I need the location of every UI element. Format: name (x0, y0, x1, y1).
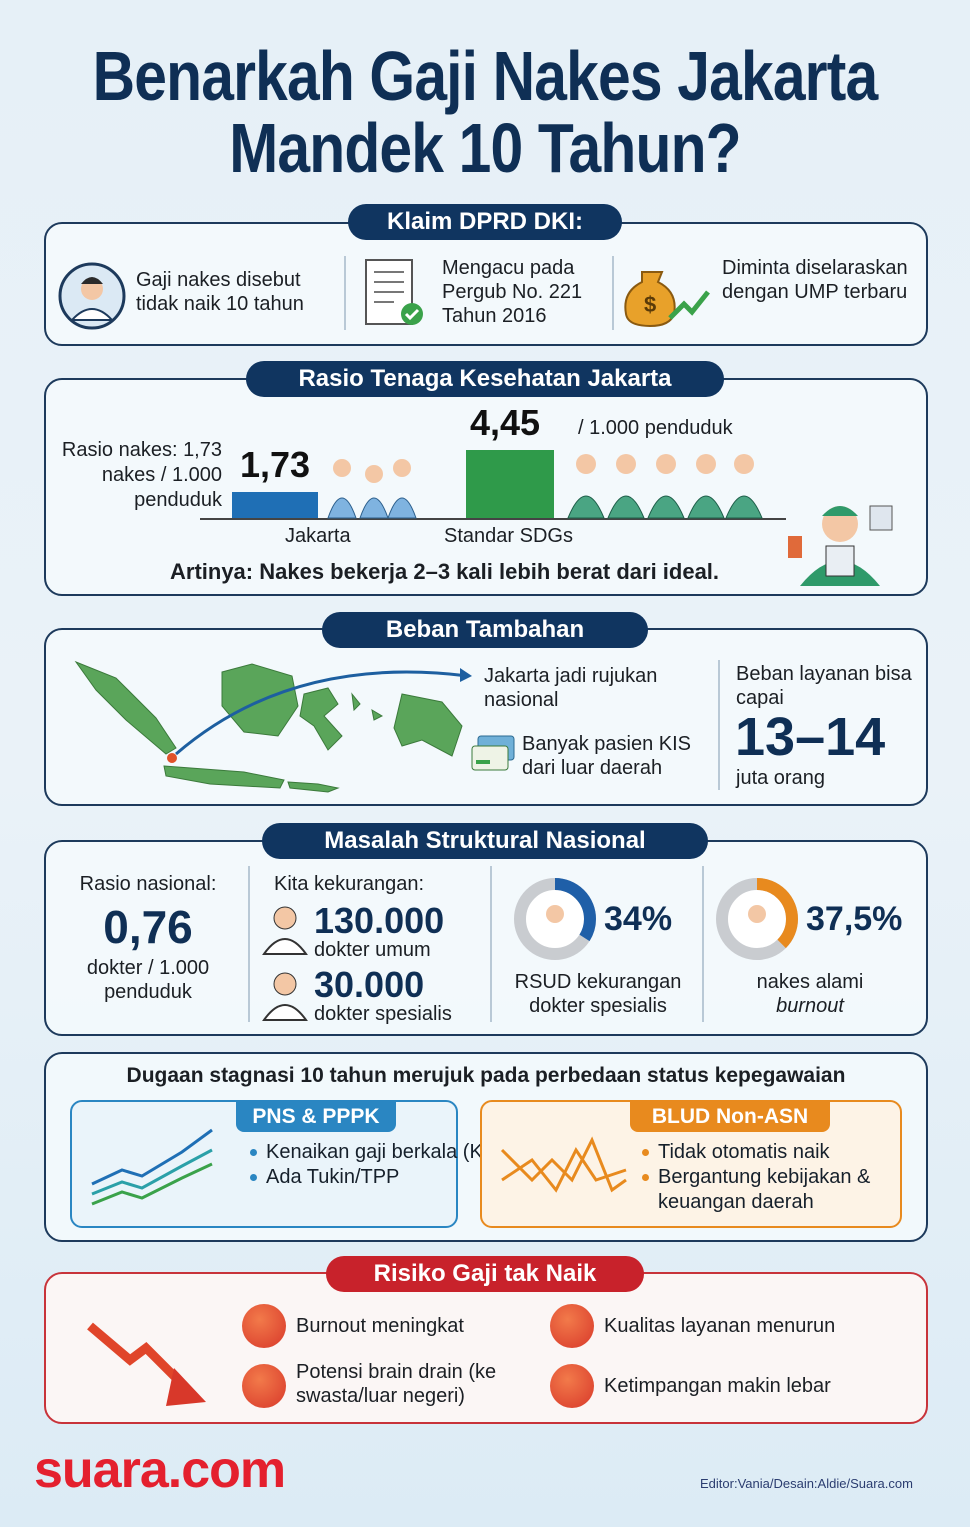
risiko-item-3: Potensi brain drain (ke swasta/luar nege… (296, 1361, 497, 1407)
svg-text:$: $ (644, 292, 656, 317)
suara-logo: suara.com (34, 1441, 286, 1499)
klaim-item-2: Mengacu pada Pergub No. 221 Tahun 2016 (442, 257, 583, 327)
beban-layanan-value: 13–14 (735, 707, 886, 767)
beban-layanan-label: Beban layanan bisa capai (736, 663, 912, 709)
rasio-unit: / 1.000 penduduk (578, 417, 733, 439)
bar-jakarta-value: 1,73 (240, 443, 311, 485)
pns-title: PNS & PPPK (236, 1102, 396, 1132)
overworked-nurse-icon (788, 505, 893, 586)
donut-burnout-value: 37,5% (806, 900, 903, 938)
rasio-nasional-unit: dokter / 1.000 penduduk (86, 957, 210, 1003)
donut-slice (514, 878, 596, 960)
bar-jakarta (232, 491, 318, 518)
document-check-icon (365, 259, 423, 325)
title-line-2: Mandek 10 Tahun? (229, 109, 741, 187)
nurses-group-icon (327, 459, 417, 519)
kekurangan-label: Kita kekurangan: (274, 873, 425, 895)
title-line-1: Benarkah Gaji Nakes Jakarta (92, 37, 879, 115)
status-heading: Dugaan stagnasi 10 tahun merujuk pada pe… (126, 1064, 846, 1087)
bar-sdgs-label: Standar SDGs (444, 525, 573, 547)
declining-arrow-icon (87, 1322, 206, 1406)
brain-drain-icon (242, 1364, 286, 1408)
masalah-header: Masalah Struktural Nasional (262, 823, 708, 859)
health-card-icon (471, 735, 515, 771)
risiko-item-2: Kualitas layanan menurun (604, 1315, 836, 1337)
beban-layanan-unit: juta orang (736, 767, 825, 789)
kurang-spesialis-label: dokter spesialis (314, 1003, 452, 1025)
rasio-side-label: Rasio nakes: 1,73 nakes / 1.000 penduduk (61, 439, 222, 511)
person-icon (546, 905, 564, 923)
donut-burnout (716, 878, 798, 960)
donut-rsud-value: 34% (604, 900, 673, 938)
bar-sdgs-value: 4,45 (470, 401, 541, 443)
inequality-icon (550, 1364, 594, 1408)
healthcare-workers-icon (567, 454, 763, 519)
credit: Editor:Vania/Desain:Aldie/Suara.com (700, 1476, 913, 1491)
beban-header: Beban Tambahan (322, 612, 648, 648)
kurang-spesialis-value: 30.000 (314, 964, 425, 1005)
beban-kis: Banyak pasien KIS dari luar daerah (522, 733, 691, 779)
klaim-item-1: Gaji nakes disebut tidak naik 10 tahun (136, 269, 304, 315)
rising-chart-icon (91, 1128, 213, 1206)
bar-jakarta-label: Jakarta (285, 525, 351, 547)
declining-quality-icon (550, 1304, 594, 1348)
rasio-note: Artinya: Nakes bekerja 2–3 kali lebih be… (170, 559, 720, 584)
specialist-doctor-icon (262, 972, 308, 1021)
rasio-nasional-label: Rasio nasional: (79, 873, 217, 895)
bar-sdgs (466, 449, 554, 518)
blud-title: BLUD Non-ASN (630, 1102, 830, 1132)
indonesia-map-icon (74, 660, 472, 793)
klaim-header: Klaim DPRD DKI: (348, 204, 622, 240)
doctor-icon (262, 906, 308, 955)
kurang-umum-value: 130.000 (314, 900, 445, 941)
risiko-item-4: Ketimpangan makin lebar (604, 1375, 831, 1397)
pns-list: Kenaikan gaji berkala (KGB) Ada Tukin/TPP (248, 1140, 518, 1190)
blud-list: Tidak otomatis naik Bergantung kebijakan … (640, 1140, 890, 1215)
donut-burnout-caption: nakes alami burnout (756, 971, 864, 1017)
burnout-icon (242, 1304, 286, 1348)
donut-rsud (514, 878, 596, 960)
rasio-nasional-value: 0,76 (103, 901, 193, 953)
person-icon (748, 905, 766, 923)
volatile-chart-icon (500, 1136, 627, 1193)
rasio-header: Rasio Tenaga Kesehatan Jakarta (246, 361, 724, 397)
klaim-item-3: Diminta diselaraskan dengan UMP terbaru (722, 257, 908, 303)
doctor-avatar-icon (58, 262, 126, 330)
kurang-umum-label: dokter umum (314, 939, 431, 961)
donut-slice (716, 878, 798, 960)
donut-rsud-caption: RSUD kekurangan dokter spesialis (514, 971, 682, 1017)
beban-rujukan: Jakarta jadi rujukan nasional (484, 665, 658, 711)
money-bag-growth-icon: $ (624, 271, 710, 328)
risiko-header: Risiko Gaji tak Naik (326, 1256, 644, 1292)
risiko-item-1: Burnout meningkat (296, 1315, 464, 1337)
